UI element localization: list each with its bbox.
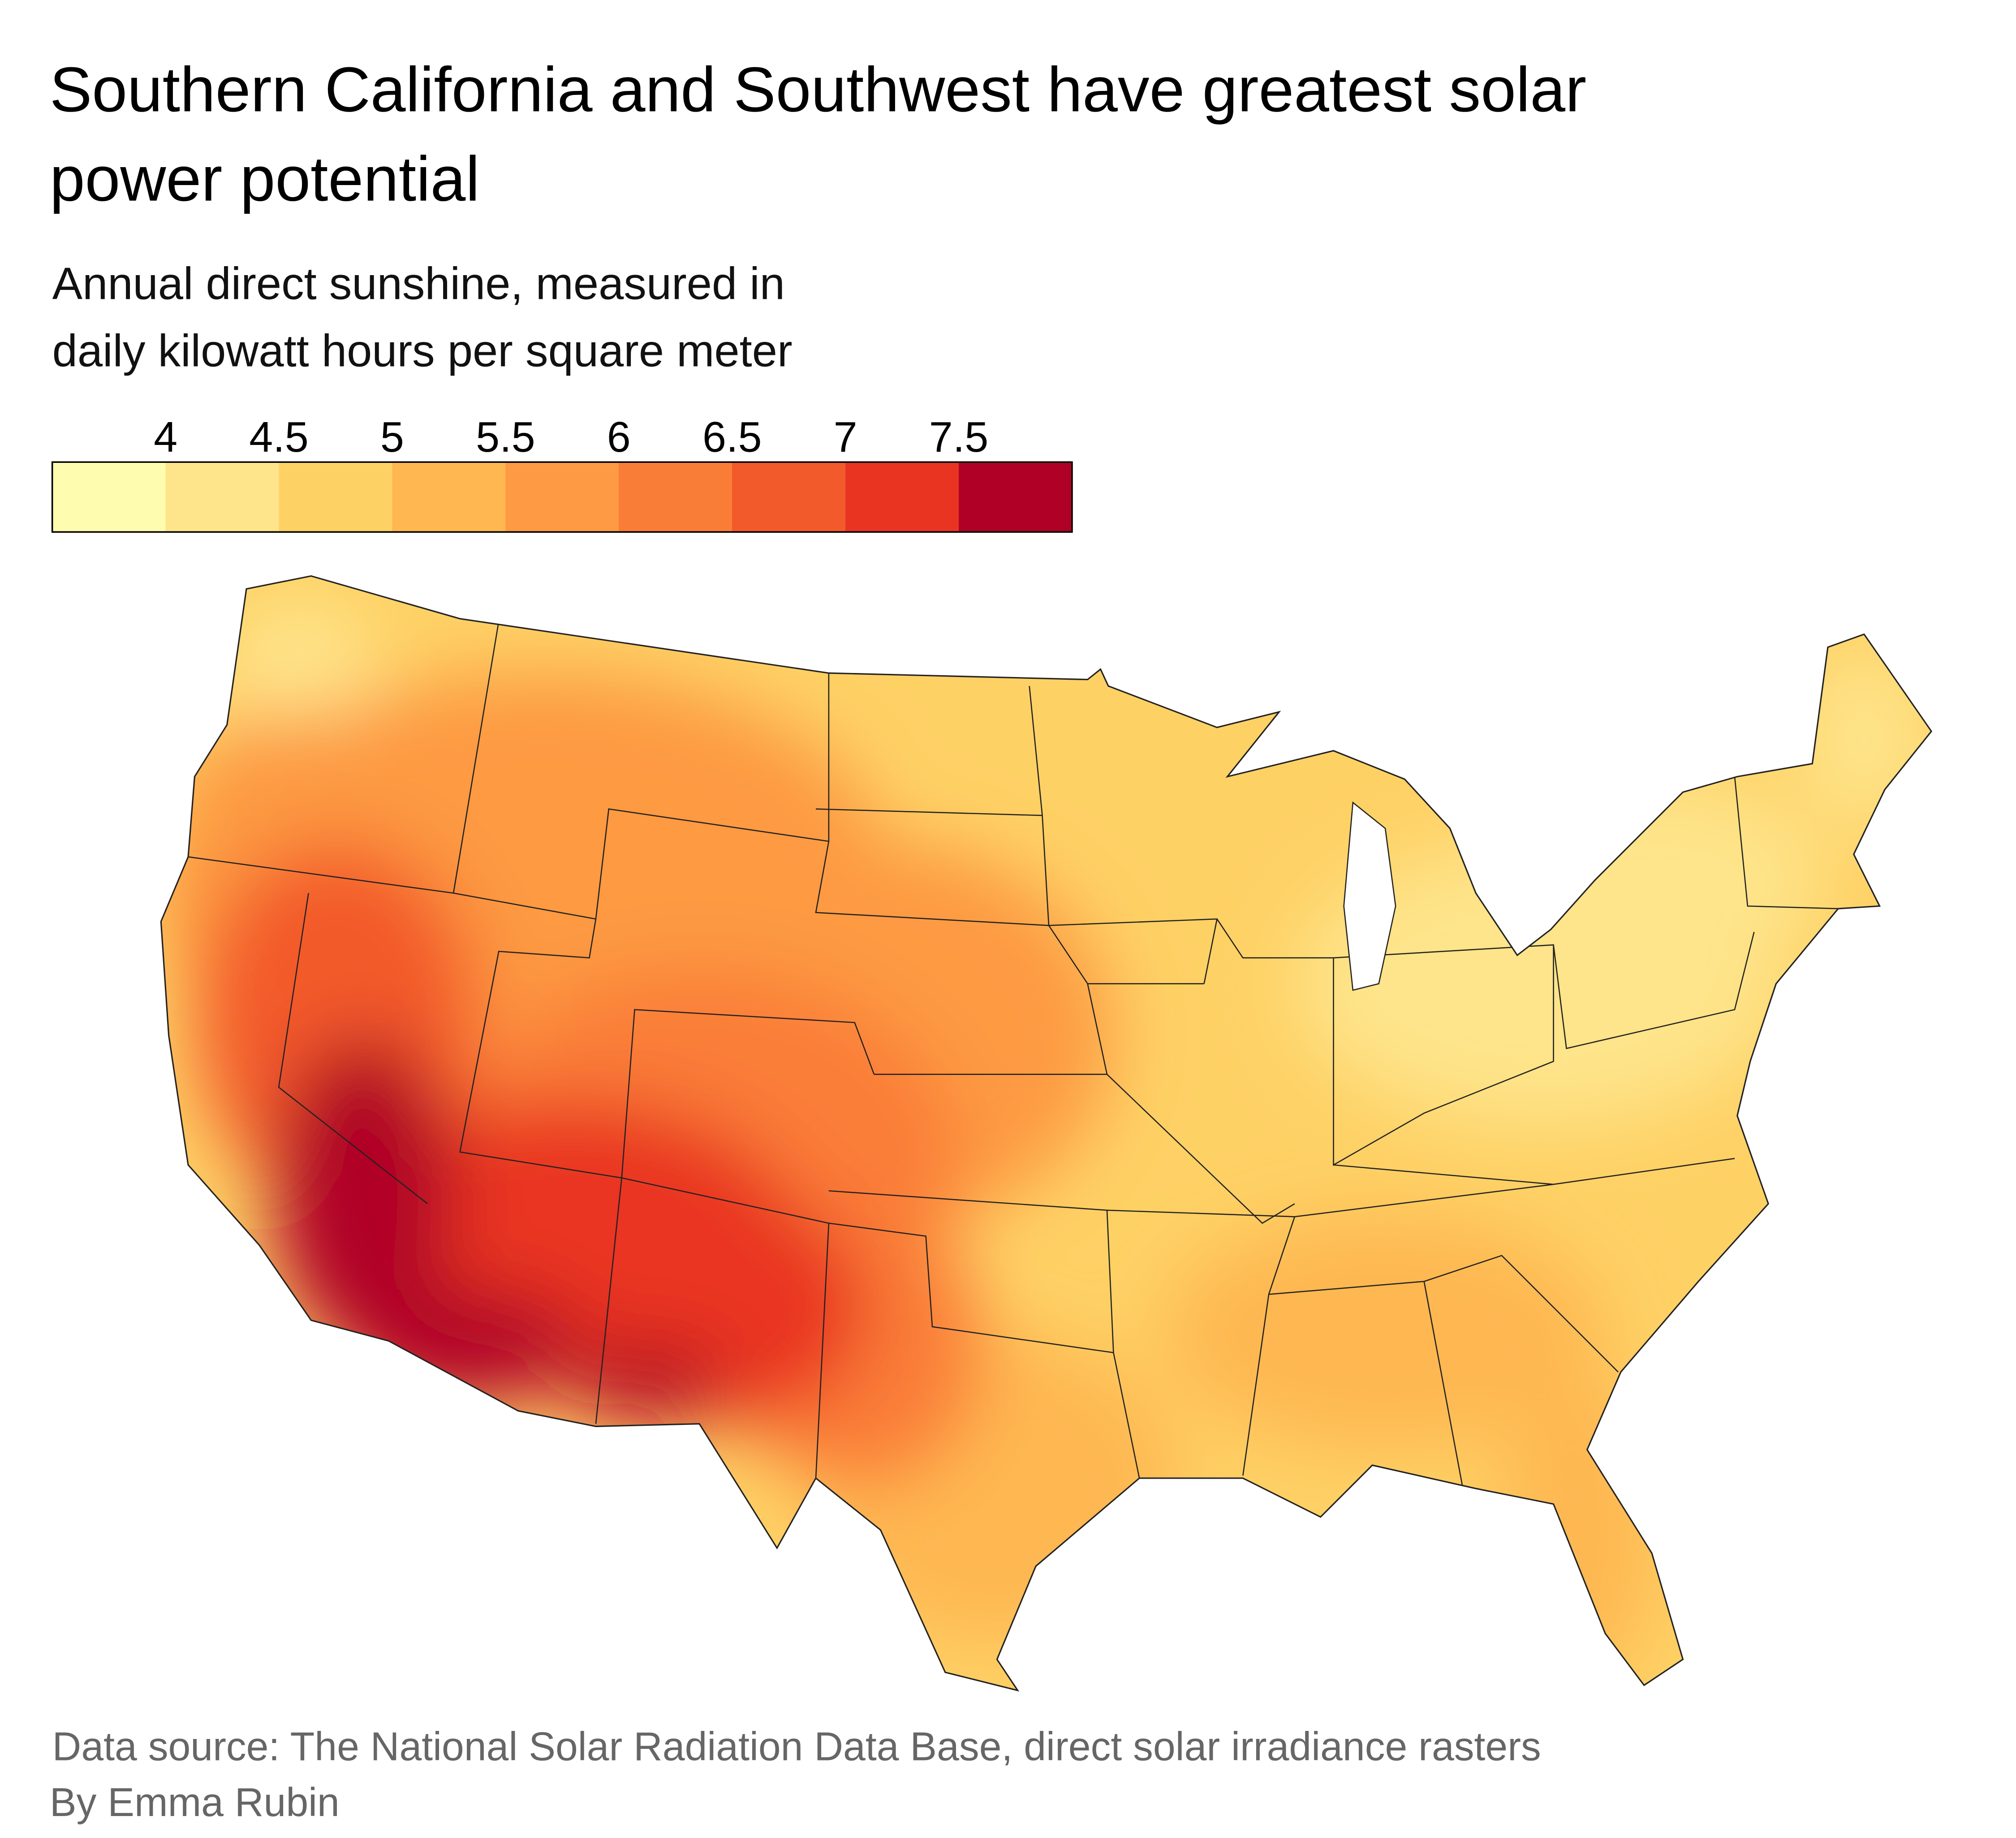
legend-swatch — [392, 462, 506, 532]
legend-tick-label: 7 — [834, 414, 857, 461]
title-line-2: power potential — [50, 143, 480, 214]
lake-michigan — [1343, 801, 1396, 991]
subtitle-line-1: Annual direct sunshine, measured in — [52, 258, 785, 309]
color-legend: 4 4.5 5 5.5 6 6.5 7 7.5 — [51, 414, 1073, 533]
legend-tick-label: 5.5 — [476, 414, 535, 461]
legend-swatch — [165, 462, 280, 532]
subtitle-line-2: daily kilowatt hours per square meter — [52, 326, 793, 376]
legend-tick-label: 5 — [380, 414, 404, 461]
byline: By Emma Rubin — [50, 1780, 340, 1825]
legend-swatch — [619, 462, 733, 532]
legend-swatch — [279, 462, 393, 532]
legend-tick-label: 4.5 — [249, 414, 309, 461]
legend-border — [51, 461, 1073, 533]
data-source: Data source: The National Solar Radiatio… — [52, 1724, 1541, 1769]
title-line-1: Southern California and Southwest have g… — [50, 54, 1586, 125]
state-boundaries — [188, 621, 1839, 1489]
legend-swatch — [505, 462, 620, 532]
legend-swatch — [52, 462, 167, 532]
legend-tick-label: 6.5 — [702, 414, 762, 461]
legend-tick-label: 7.5 — [929, 414, 989, 461]
legend-swatch — [732, 462, 846, 532]
us-solar-map — [160, 575, 1932, 1691]
legend-tick-label: 6 — [607, 414, 631, 461]
legend-swatch — [959, 462, 1073, 532]
legend-tick-label: 4 — [154, 414, 177, 461]
legend-swatch — [845, 462, 960, 532]
